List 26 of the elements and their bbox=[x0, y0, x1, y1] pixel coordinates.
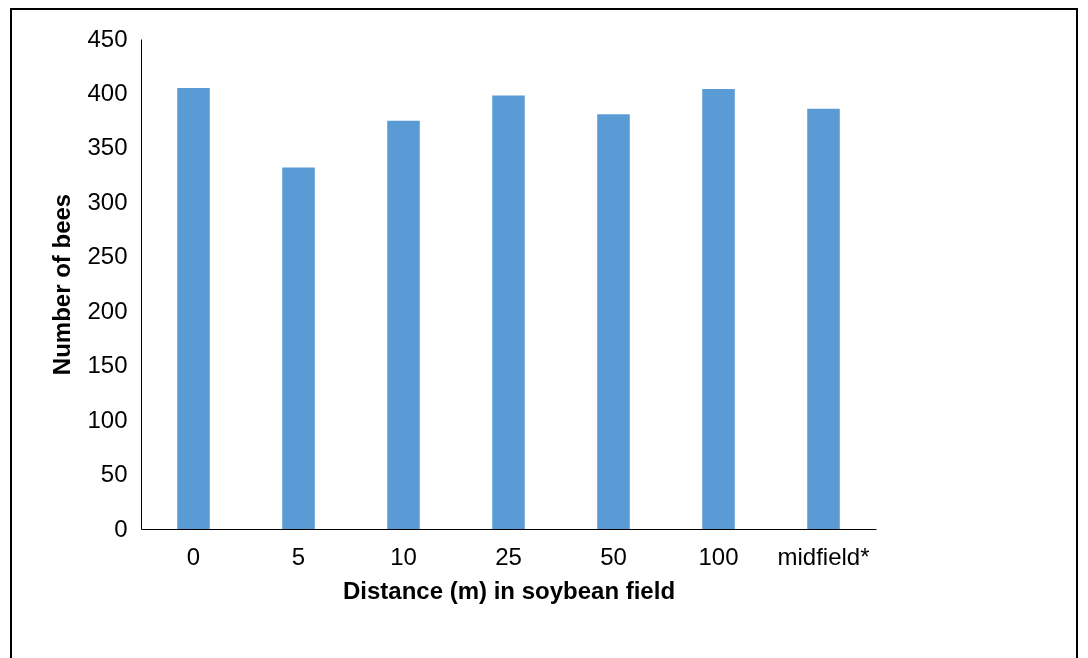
x-axis-title: Distance (m) in soybean field bbox=[342, 576, 676, 604]
bar bbox=[702, 89, 735, 529]
x-tick-label: 100 bbox=[698, 542, 739, 570]
y-tick-label: 400 bbox=[87, 78, 128, 106]
y-tick-label: 150 bbox=[87, 351, 128, 379]
y-tick-label: 100 bbox=[87, 405, 128, 433]
bar bbox=[282, 167, 315, 529]
x-tick-label: 50 bbox=[600, 542, 627, 570]
bar bbox=[177, 88, 210, 529]
bar bbox=[387, 120, 420, 529]
x-tick-label: 25 bbox=[495, 542, 522, 570]
bar bbox=[492, 95, 525, 529]
y-tick-label: 450 bbox=[87, 24, 128, 52]
x-tick-label: 0 bbox=[186, 542, 201, 570]
bar bbox=[807, 108, 840, 529]
x-tick-label: 10 bbox=[390, 542, 417, 570]
y-tick-label: 250 bbox=[87, 242, 128, 270]
y-tick-label: 200 bbox=[87, 296, 128, 324]
bar bbox=[597, 114, 630, 529]
y-tick-label: 50 bbox=[100, 460, 128, 488]
y-tick-label: 350 bbox=[87, 133, 128, 161]
x-tick-label: 5 bbox=[291, 542, 306, 570]
y-axis-title: Number of bees bbox=[48, 193, 76, 376]
y-tick-label: 0 bbox=[114, 514, 128, 542]
x-tick-label: midfield* bbox=[777, 542, 870, 570]
y-tick-label: 300 bbox=[87, 187, 128, 215]
